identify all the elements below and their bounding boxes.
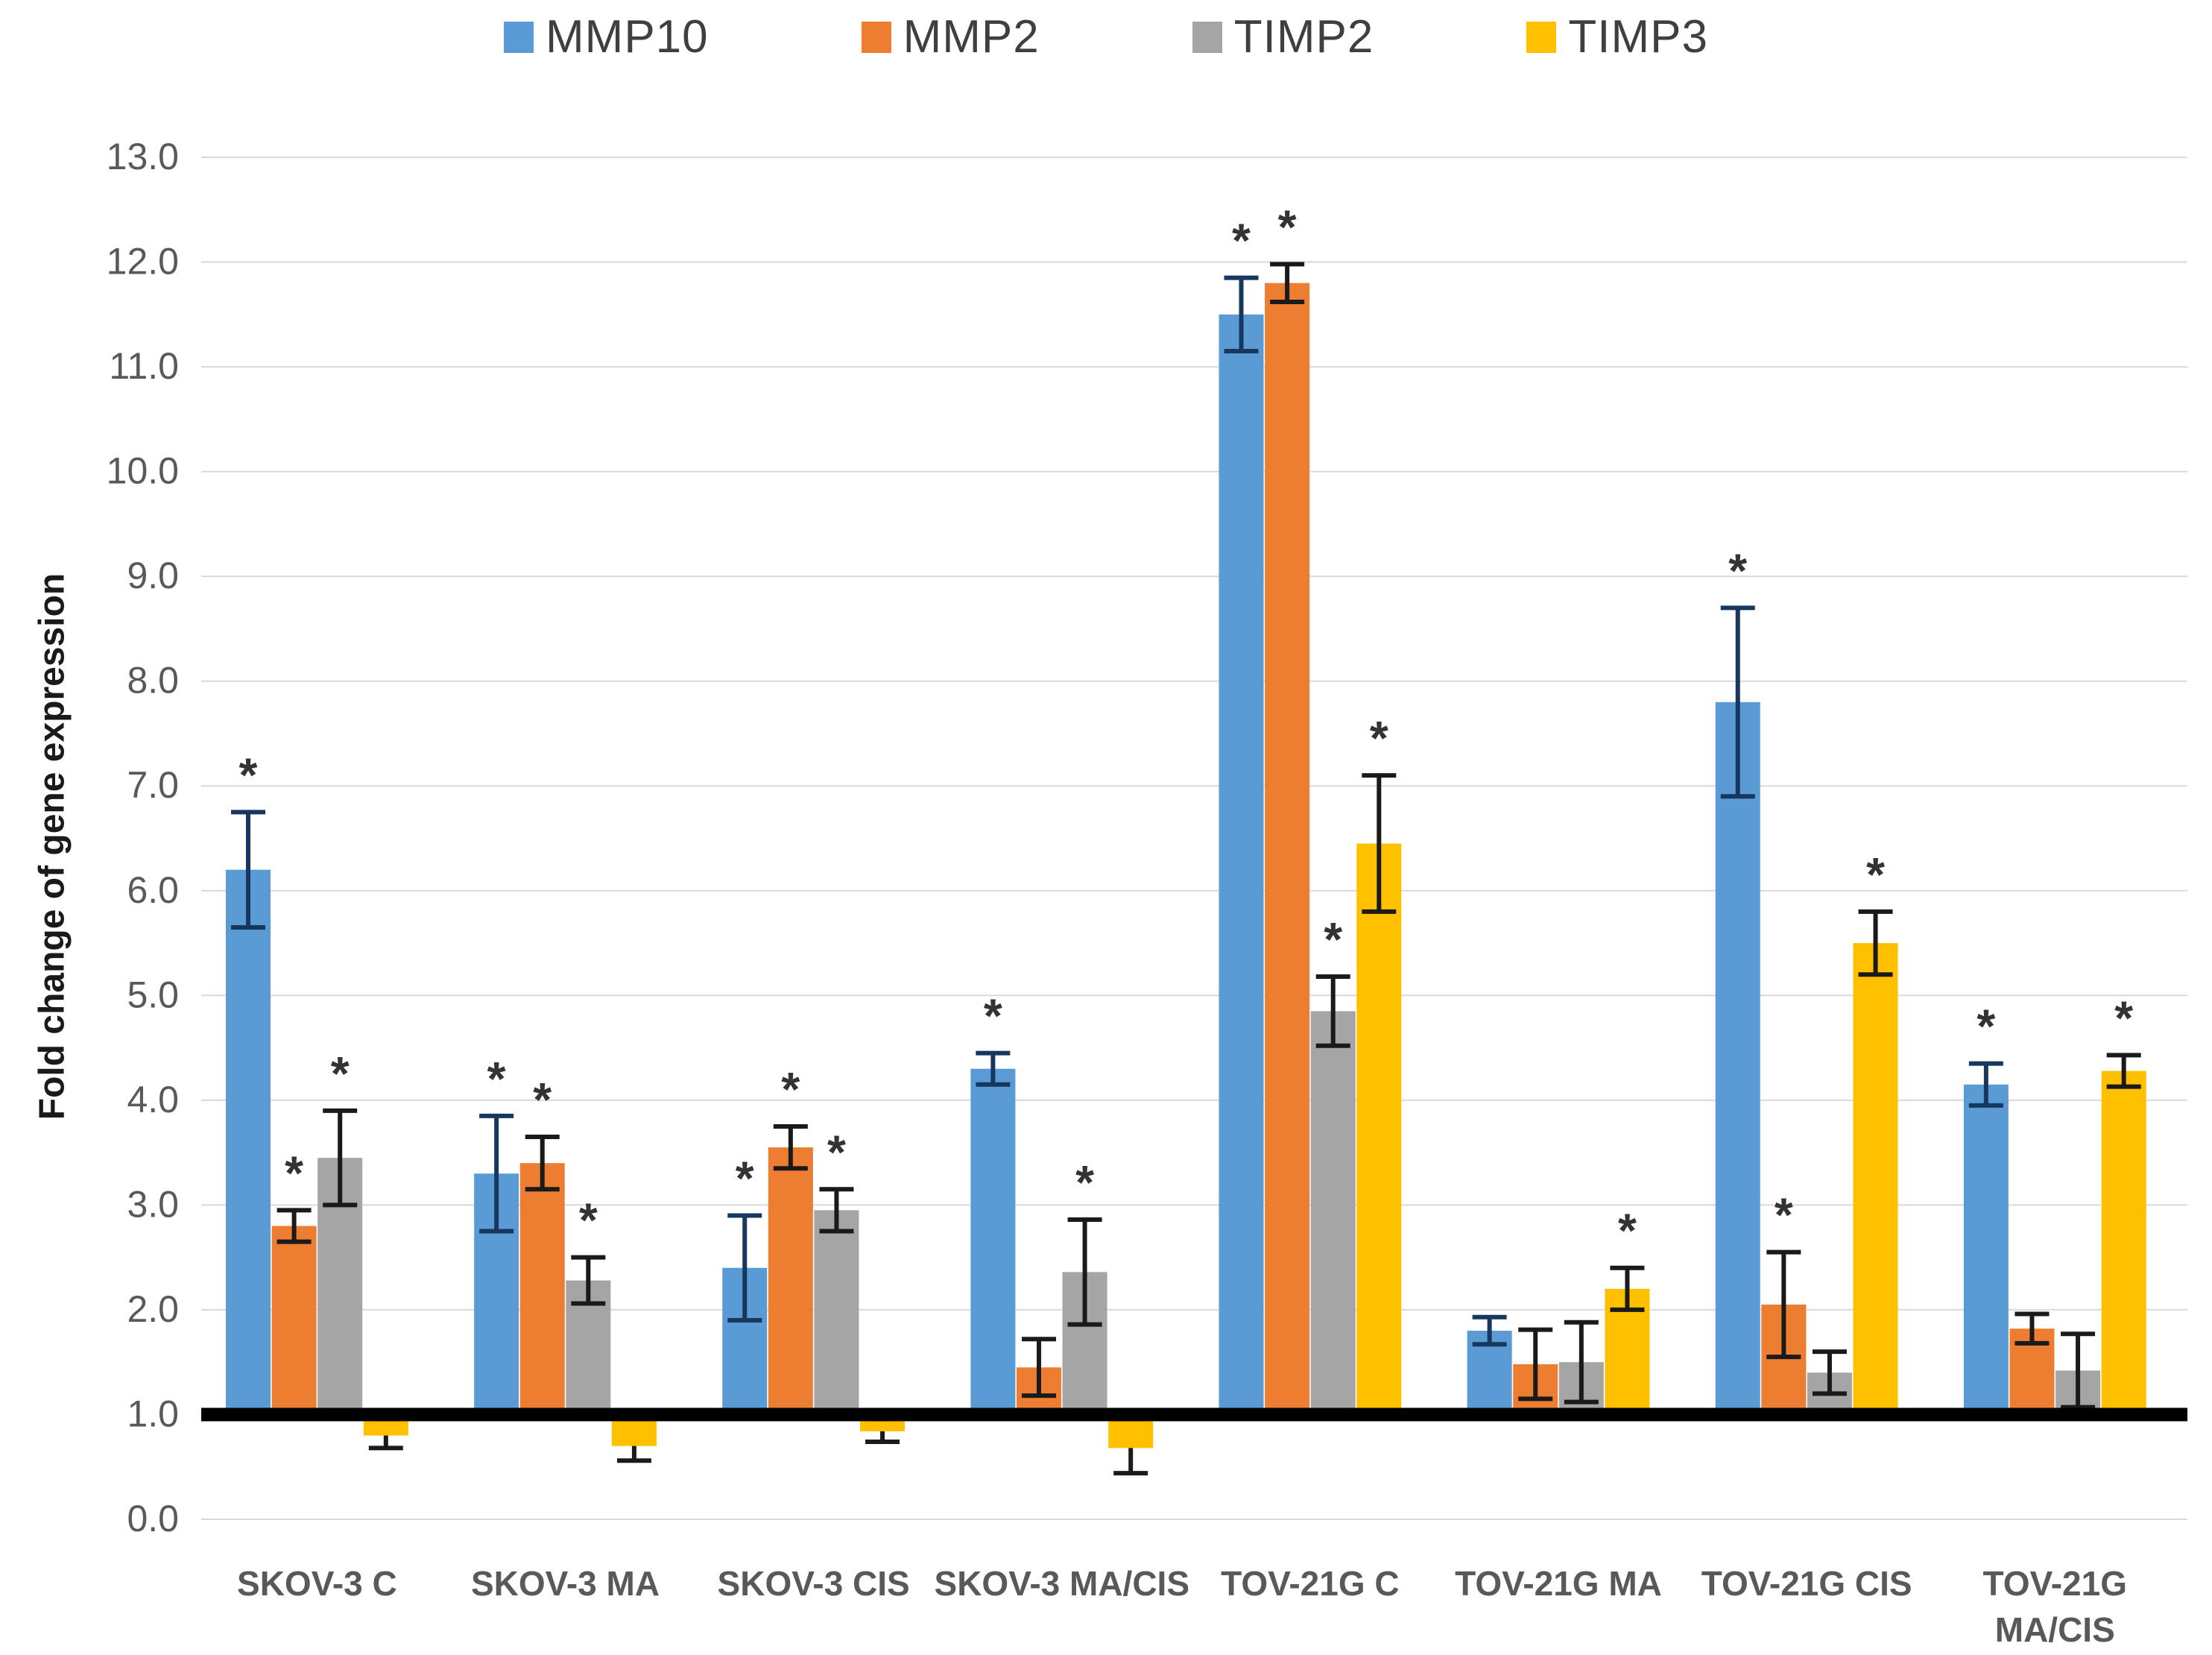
- significance-star: *: [487, 1052, 506, 1106]
- legend-item-mmp2: MMP2: [861, 10, 1040, 63]
- significance-star: *: [2114, 991, 2133, 1044]
- category-label: SKOV-3 MA: [471, 1564, 660, 1603]
- significance-star: *: [579, 1194, 598, 1247]
- significance-star: *: [827, 1125, 846, 1179]
- bar-timp2-cat4: [1310, 1011, 1356, 1415]
- y-tick-label: 1.0: [127, 1393, 179, 1434]
- y-tick-label: 4.0: [127, 1079, 179, 1120]
- legend-swatch-icon: [504, 21, 534, 53]
- significance-star: *: [1775, 1188, 1793, 1242]
- y-tick-label: 9.0: [127, 555, 179, 596]
- category-label: SKOV-3 C: [237, 1564, 397, 1603]
- significance-star: *: [1976, 1000, 1995, 1053]
- significance-star: *: [984, 989, 1002, 1043]
- bar-mmp10-cat3: [970, 1068, 1016, 1415]
- legend-swatch-icon: [1192, 21, 1222, 53]
- significance-star: *: [285, 1146, 303, 1200]
- significance-star: *: [1728, 543, 1747, 597]
- legend-item-timp2: TIMP2: [1192, 10, 1374, 63]
- baseline-axis: [201, 1407, 2187, 1422]
- y-tick-label: 0.0: [127, 1498, 179, 1539]
- bar-timp3-cat7: [2101, 1071, 2146, 1415]
- category-label: TOV-21G C: [1221, 1564, 1399, 1603]
- significance-star: *: [1278, 200, 1297, 253]
- legend-label: MMP2: [903, 11, 1040, 63]
- bar-timp3-cat6: [1853, 943, 1898, 1415]
- significance-star: *: [331, 1047, 350, 1100]
- bar-mmp10-cat6: [1715, 702, 1760, 1415]
- significance-star: *: [1618, 1204, 1637, 1258]
- category-label: MA/CIS: [1995, 1610, 2115, 1649]
- legend-label: TIMP2: [1233, 11, 1374, 63]
- significance-star: *: [1324, 912, 1342, 966]
- y-tick-label: 5.0: [127, 974, 179, 1015]
- significance-star: *: [1866, 848, 1885, 901]
- category-label: TOV-21G: [1983, 1564, 2127, 1603]
- bar-mmp2-cat0: [271, 1226, 317, 1415]
- significance-star: *: [1075, 1156, 1094, 1209]
- y-tick-label: 8.0: [127, 660, 179, 702]
- significance-star: *: [1370, 711, 1388, 765]
- legend-label: TIMP3: [1568, 11, 1708, 63]
- chart-legend: MMP10 MMP2 TIMP2 TIMP3: [0, 10, 2212, 63]
- y-tick-label: 11.0: [109, 345, 179, 387]
- legend-item-timp3: TIMP3: [1526, 10, 1708, 63]
- significance-star: *: [533, 1073, 552, 1126]
- category-label: TOV-21G CIS: [1701, 1564, 1912, 1603]
- y-tick-label: 12.0: [107, 241, 179, 283]
- bar-timp3-cat4: [1356, 843, 1402, 1415]
- significance-star: *: [736, 1151, 754, 1205]
- legend-swatch-icon: [861, 21, 891, 53]
- bar-mmp10-cat7: [1963, 1084, 2009, 1415]
- bar-mmp2-cat1: [519, 1163, 565, 1415]
- y-tick-label: 3.0: [127, 1183, 179, 1225]
- significance-star: *: [781, 1062, 800, 1116]
- bar-mmp10-cat0: [226, 869, 271, 1415]
- legend-swatch-icon: [1526, 21, 1557, 53]
- bar-mmp2-cat2: [768, 1147, 813, 1415]
- y-tick-label: 13.0: [107, 136, 179, 177]
- significance-star: *: [239, 748, 258, 801]
- legend-label: MMP10: [546, 11, 709, 63]
- category-label: SKOV-3 CIS: [718, 1564, 910, 1603]
- y-tick-label: 2.0: [127, 1288, 179, 1330]
- y-tick-label: 6.0: [127, 869, 179, 911]
- y-axis-title: Fold change of gene expression: [32, 573, 72, 1120]
- significance-star: *: [1232, 214, 1251, 268]
- y-tick-label: 10.0: [107, 450, 179, 492]
- legend-item-mmp10: MMP10: [504, 10, 709, 63]
- category-label: TOV-21G MA: [1455, 1564, 1662, 1603]
- bar-mmp10-cat4: [1219, 314, 1264, 1415]
- y-tick-label: 7.0: [127, 764, 179, 806]
- bar-mmp2-cat4: [1265, 283, 1310, 1415]
- bar-timp2-cat2: [814, 1210, 859, 1415]
- category-label: SKOV-3 MA/CIS: [935, 1564, 1190, 1603]
